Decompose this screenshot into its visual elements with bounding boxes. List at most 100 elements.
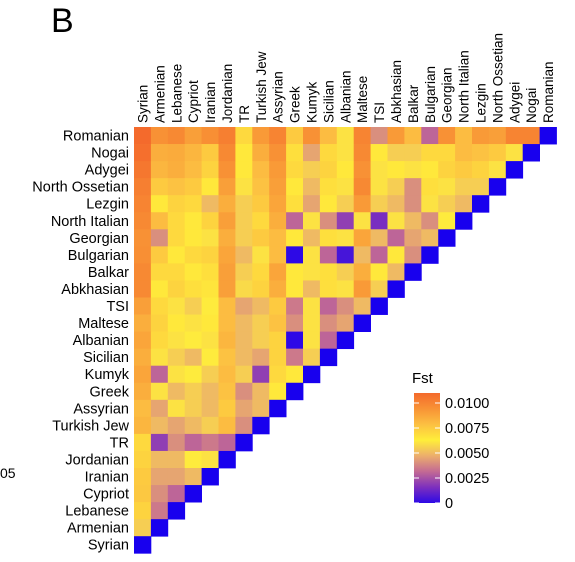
heatmap-cell (303, 127, 321, 145)
row-label: Jordanian (65, 452, 129, 468)
column-label: Syrian (135, 85, 150, 123)
heatmap-cell (218, 195, 236, 213)
heatmap-cell (455, 127, 473, 145)
heatmap-cell (150, 195, 169, 213)
heatmap-cell (167, 331, 186, 350)
heatmap-cell (134, 314, 152, 332)
heatmap-cell (134, 178, 152, 196)
column-label: Bulgarian (423, 66, 438, 123)
heatmap-cell (303, 331, 321, 350)
heatmap-cell (269, 127, 287, 145)
legend-tick-label: 0.0025 (445, 471, 489, 487)
heatmap-cell (235, 399, 253, 418)
heatmap-cell (150, 246, 169, 264)
column-label: Albanian (338, 70, 353, 123)
heatmap-cell (303, 297, 321, 315)
heatmap-cell (387, 178, 405, 196)
heatmap-cell (201, 280, 219, 298)
heatmap-cell (269, 314, 287, 332)
heatmap-diagonal-cell (134, 536, 152, 554)
heatmap-cell (150, 416, 169, 435)
heatmap-cell (286, 280, 304, 298)
heatmap-cell (488, 144, 507, 162)
legend-tick-label: 0.0050 (445, 446, 489, 462)
heatmap-cell (488, 127, 507, 145)
heatmap-cell (455, 178, 473, 196)
heatmap-cell (150, 144, 169, 162)
heatmap-cell (319, 263, 338, 281)
heatmap-cell (353, 195, 371, 213)
row-label: Abkhasian (61, 282, 129, 298)
heatmap-cell (235, 365, 253, 384)
heatmap-cell (167, 450, 186, 469)
heatmap-cell (286, 314, 304, 332)
column-label: Turkish Jew (254, 51, 269, 123)
heatmap-cell (387, 195, 405, 213)
heatmap-cell (286, 161, 304, 179)
heatmap-cell (218, 212, 236, 230)
heatmap-cell (134, 485, 152, 503)
column-label: Balkar (406, 84, 421, 123)
row-label: Nogai (91, 146, 129, 162)
heatmap-diagonal-cell (353, 314, 371, 332)
heatmap-cell (286, 246, 304, 264)
heatmap-cell (387, 144, 405, 162)
heatmap-cell (303, 246, 321, 264)
heatmap-cell (404, 144, 422, 162)
heatmap-cell (134, 433, 152, 452)
heatmap-cell (353, 212, 371, 230)
heatmap-cell (319, 229, 338, 247)
heatmap-cell (303, 229, 321, 247)
heatmap-diagonal-cell (421, 246, 439, 264)
heatmap-cell (184, 178, 202, 196)
heatmap-cell (184, 280, 202, 298)
column-label: Lezgin (473, 83, 488, 123)
fst-legend: Fst 0.0100 0.0075 0.0050 0.0025 0 (412, 370, 489, 512)
heatmap-cell (269, 229, 287, 247)
heatmap-cell (319, 195, 338, 213)
row-label: Sicilian (83, 350, 129, 366)
row-label: Greek (90, 384, 130, 400)
legend-tick-label: 0.0100 (445, 396, 489, 412)
heatmap-diagonal-cell (455, 212, 473, 230)
heatmap-cell (353, 178, 371, 196)
column-label: Kumyk (304, 81, 319, 123)
heatmap-cell (184, 416, 202, 435)
heatmap-cell (184, 144, 202, 162)
heatmap-cell (134, 144, 152, 162)
column-label: TSI (372, 102, 387, 123)
heatmap-cell (286, 127, 304, 145)
heatmap-cell (184, 399, 202, 418)
heatmap-cell (387, 212, 405, 230)
heatmap-cell (421, 229, 439, 247)
heatmap-cell (269, 297, 287, 315)
heatmap-cell (353, 280, 371, 298)
row-label: TR (110, 435, 129, 451)
column-label: Assyrian (271, 71, 286, 123)
heatmap-cell (336, 246, 355, 264)
heatmap-cell (269, 212, 287, 230)
heatmap-cell (235, 246, 253, 264)
heatmap-cell (167, 485, 186, 503)
heatmap-cell (150, 297, 169, 315)
heatmap-cell (286, 212, 304, 230)
heatmap-cell (201, 416, 219, 435)
heatmap-cell (404, 161, 422, 179)
column-label: Nogai (524, 88, 539, 123)
heatmap-cell (150, 229, 169, 247)
heatmap-cell (370, 229, 388, 247)
heatmap-cell (167, 433, 186, 452)
heatmap-cell (167, 416, 186, 435)
heatmap-cell (319, 178, 338, 196)
heatmap-cell (252, 246, 270, 264)
heatmap-cell (303, 212, 321, 230)
heatmap-cell (134, 297, 152, 315)
heatmap-cell (387, 127, 405, 145)
heatmap-cell (353, 127, 371, 145)
heatmap-cell (201, 433, 219, 452)
row-label: Lezgin (86, 197, 129, 213)
heatmap-cell (370, 144, 388, 162)
heatmap-cell (269, 246, 287, 264)
heatmap-cell (134, 229, 152, 247)
row-label: Syrian (88, 538, 129, 554)
